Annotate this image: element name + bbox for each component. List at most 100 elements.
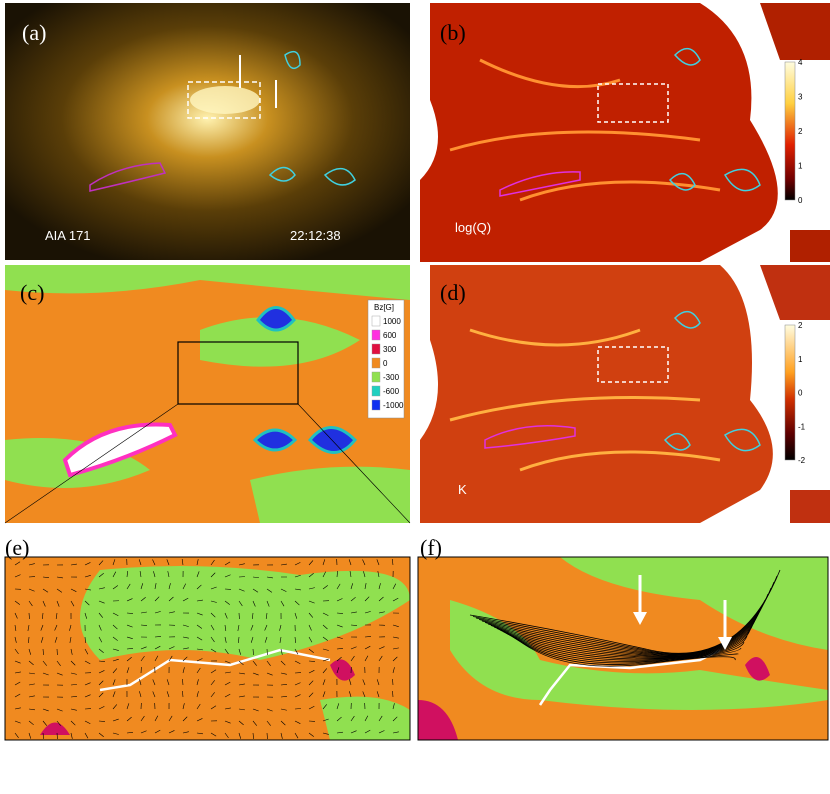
field-vector [14, 612, 18, 619]
field-vector [392, 667, 395, 674]
field-vector [280, 684, 287, 686]
field-vector [14, 707, 21, 710]
time-label: 22:12:38 [290, 228, 341, 243]
field-vector [252, 648, 254, 656]
field-vector [362, 559, 366, 566]
field-vector [308, 660, 316, 662]
field-vector [350, 583, 354, 590]
field-vector [392, 636, 399, 639]
legend-title: Bz[G] [374, 303, 394, 312]
field-vector [266, 660, 271, 666]
field-vector [56, 600, 60, 607]
field-vector [294, 588, 301, 591]
contour [268, 50, 356, 186]
legend-swatch [371, 343, 381, 355]
field-vector [40, 636, 44, 643]
field-vector [224, 561, 231, 566]
field-vector [182, 624, 189, 627]
field-vector [224, 600, 230, 605]
field-vector [56, 588, 63, 593]
field-vector [166, 691, 170, 698]
field-vector [238, 636, 240, 643]
field-vector [336, 647, 343, 650]
field-vector [280, 600, 285, 607]
field-vector [266, 576, 273, 579]
field-vector [322, 704, 328, 710]
field-vector [238, 648, 241, 655]
legend-swatch [371, 315, 381, 327]
field-vector [252, 612, 254, 619]
field-vector [28, 732, 32, 739]
field-vector [264, 624, 268, 631]
field-vector [98, 660, 105, 662]
field-vector [139, 571, 142, 578]
field-vector [139, 691, 142, 698]
field-vector [182, 597, 189, 602]
field-vector [336, 570, 338, 578]
box [177, 341, 299, 405]
field-vector [364, 611, 371, 614]
field-vector [84, 720, 91, 725]
field-vector [154, 611, 161, 614]
legend-label: -600 [383, 387, 400, 396]
field-vector [238, 588, 245, 592]
field-line [499, 629, 751, 660]
field-vector [196, 732, 203, 735]
field-vector [168, 715, 173, 722]
field-line [505, 632, 745, 662]
contour [663, 310, 761, 452]
field-vector [224, 648, 229, 655]
field-vector [126, 716, 132, 722]
field-vector [112, 559, 116, 566]
field-vector [264, 636, 268, 643]
field-vector [322, 636, 328, 641]
field-vector [224, 693, 231, 698]
field-vector [154, 583, 157, 590]
field-vector [28, 660, 34, 666]
field-vector [126, 571, 128, 578]
field-vector [196, 691, 199, 698]
field-vector [182, 647, 189, 650]
field-vector [238, 732, 242, 739]
field-vector [98, 560, 104, 566]
field-vector [322, 571, 326, 578]
field-vector [126, 598, 133, 602]
field-vector [14, 693, 21, 698]
field-vector [350, 646, 357, 650]
panel-a: (a) AIA 171 22:12:38 [5, 3, 410, 260]
field-vector [140, 730, 147, 734]
field-vector [166, 679, 170, 686]
field-line [469, 569, 781, 654]
field-vector [210, 669, 217, 674]
field-vector [112, 585, 119, 590]
field-vector [54, 636, 58, 643]
field-vector [182, 703, 185, 710]
field-vector [294, 682, 301, 686]
field-vector [14, 720, 21, 724]
field-vector [392, 731, 399, 734]
field-vector [98, 624, 102, 631]
colorbar [784, 61, 796, 201]
field-vector [210, 624, 215, 631]
field-vector [336, 731, 343, 734]
field-vector [238, 600, 243, 607]
panel-c: Bz[G] 1000 600 300 0 -300 -600 -1000 (c) [4, 265, 411, 524]
field-vector [28, 600, 33, 607]
field-vector [196, 703, 201, 710]
field-vector [196, 667, 201, 674]
field-vector [362, 679, 366, 686]
field-vector [294, 562, 301, 566]
field-vector [70, 600, 75, 607]
legend-label: -1000 [383, 401, 404, 410]
field-vector [168, 611, 175, 614]
field-vector [349, 679, 352, 686]
field-vector [350, 611, 357, 614]
field-vector [252, 708, 259, 712]
field-vector [210, 680, 215, 686]
field-vector [28, 720, 34, 726]
field-vector [28, 695, 35, 698]
field-vector [266, 720, 271, 726]
field-vector [336, 583, 341, 590]
field-vector [56, 708, 63, 712]
field-vector [98, 706, 105, 710]
